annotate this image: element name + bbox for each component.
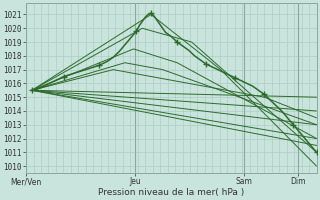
X-axis label: Pression niveau de la mer( hPa ): Pression niveau de la mer( hPa ) bbox=[98, 188, 244, 197]
